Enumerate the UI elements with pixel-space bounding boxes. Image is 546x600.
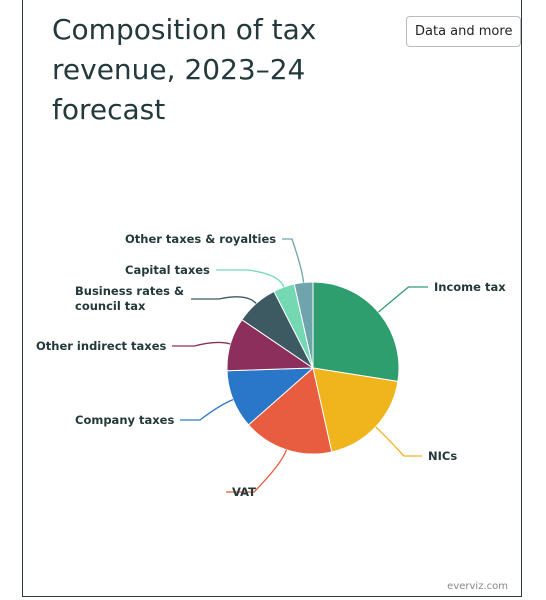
connector: [377, 286, 428, 313]
data-button[interactable]: Data and more: [406, 16, 522, 47]
slice-label: Company taxes: [75, 412, 175, 427]
pie-slice: [312, 281, 400, 383]
connector: [282, 238, 305, 283]
slice-label: Business rates & council tax: [75, 284, 185, 313]
frame: [22, 0, 522, 597]
connector: [191, 296, 257, 304]
slice-label: Capital taxes: [125, 262, 210, 277]
chart-title: Composition of tax revenue, 2023–24 fore…: [52, 13, 317, 126]
connector: [375, 426, 422, 457]
slice-label: VAT: [232, 484, 256, 499]
pie-slice: [312, 367, 399, 453]
connector: [172, 341, 231, 347]
slice-label: Other taxes & royalties: [125, 231, 277, 246]
connector: [226, 449, 288, 493]
connector: [180, 399, 234, 421]
slice-label: Income tax: [434, 279, 506, 294]
connector: [216, 269, 285, 288]
slice-label: NICs: [428, 448, 458, 463]
slice-label: Other indirect taxes: [36, 338, 167, 353]
credit[interactable]: everviz.com: [447, 581, 508, 592]
